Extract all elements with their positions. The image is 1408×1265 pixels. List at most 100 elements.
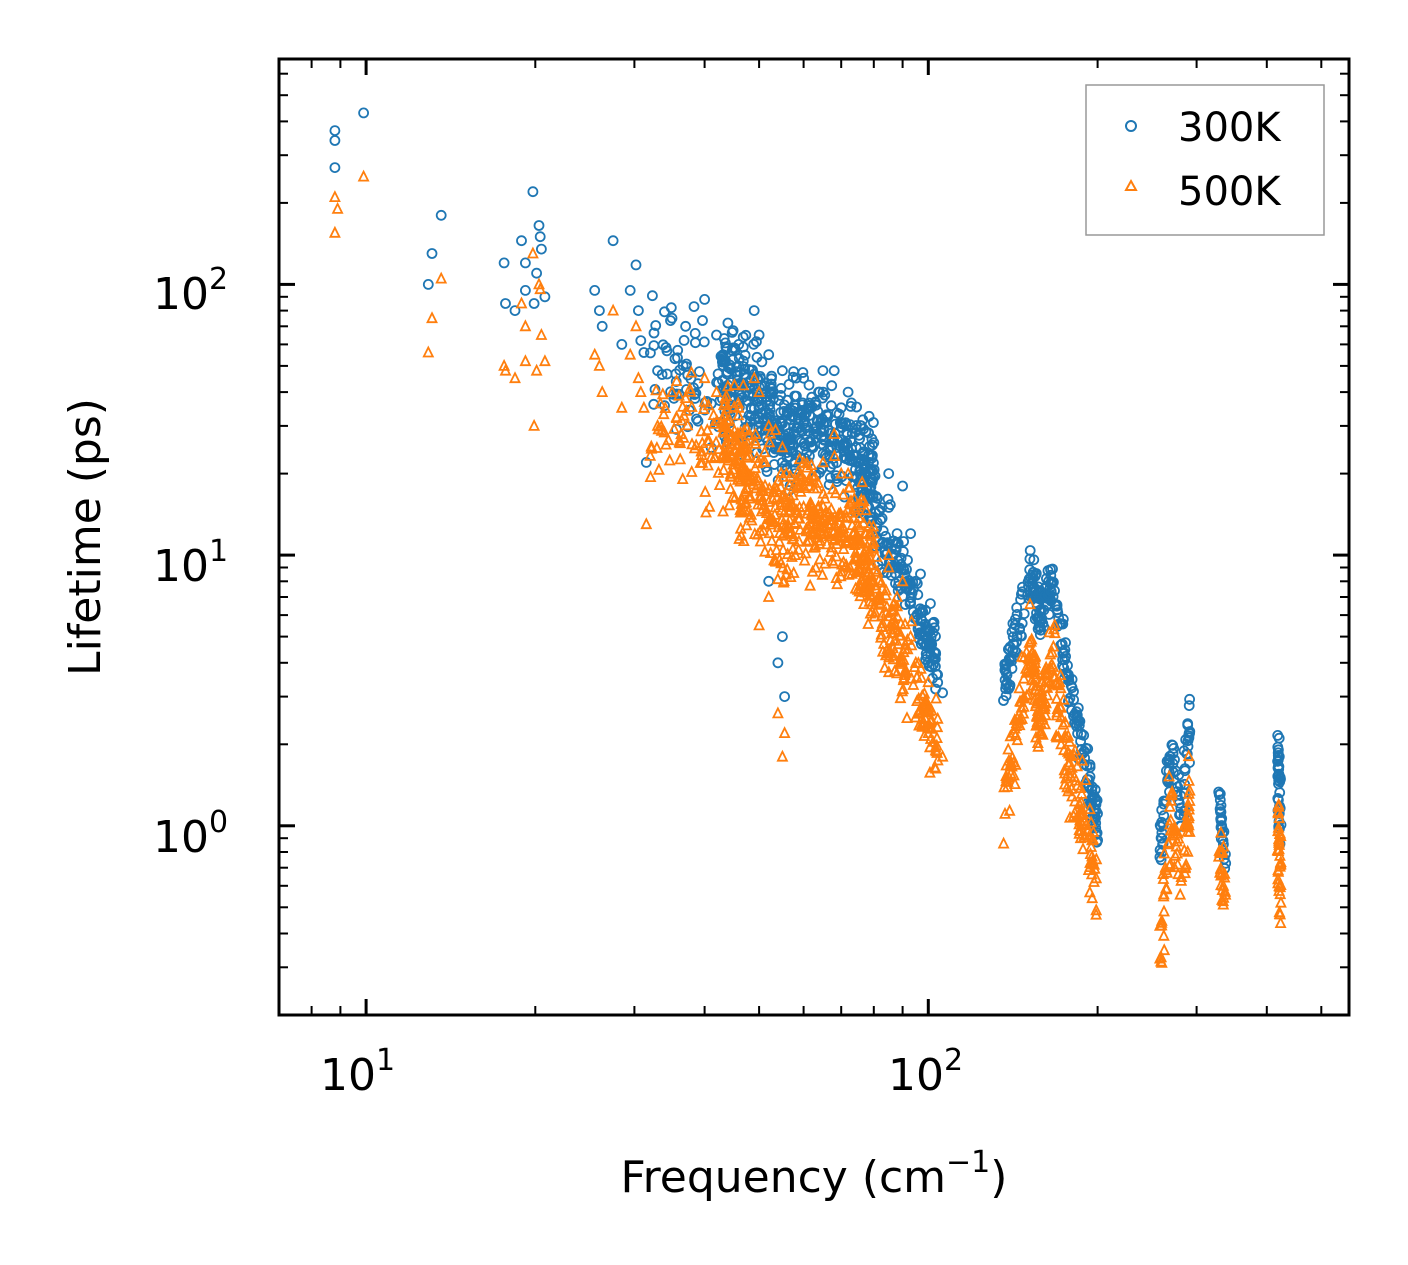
data-point-300k-825 [1011, 609, 1023, 620]
data-point-300k-813 [1018, 608, 1030, 620]
data-point-300k-1137 [1184, 726, 1196, 737]
data-point-500k-900 [1028, 665, 1041, 677]
data-point-300k-291 [737, 355, 749, 367]
data-point-300k-709 [911, 578, 923, 589]
data-point-300k-437 [857, 414, 869, 426]
data-point-500k-1093 [1157, 871, 1170, 884]
data-point-300k-59 [772, 657, 784, 669]
data-point-500k-1010 [1063, 734, 1076, 747]
data-point-300k-720 [865, 511, 877, 523]
data-point-500k-301 [740, 464, 753, 477]
data-point-500k-944 [1036, 675, 1049, 688]
data-point-300k-722 [877, 536, 889, 548]
data-point-500k-36 [721, 379, 734, 392]
data-point-300k-382 [803, 379, 815, 391]
data-point-300k-1031 [1051, 600, 1063, 612]
data-point-500k-694 [893, 628, 906, 641]
data-point-500k-784 [703, 433, 715, 446]
data-point-300k-1041 [1057, 613, 1069, 625]
data-point-500k-419 [837, 487, 850, 500]
data-point-300k-625 [902, 554, 913, 566]
data-point-500k-44 [828, 426, 841, 439]
data-point-500k-427 [800, 460, 813, 473]
data-point-300k-271 [777, 418, 788, 430]
data-point-300k-471 [838, 440, 850, 452]
data-point-300k-41 [777, 365, 788, 377]
data-point-500k-290 [735, 461, 748, 474]
data-point-500k-505 [828, 449, 841, 462]
data-point-300k-1171 [1273, 794, 1284, 806]
data-point-300k-751 [650, 320, 662, 331]
data-point-500k-799 [663, 453, 676, 466]
data-point-300k-1194 [1274, 776, 1286, 788]
data-point-300k-33 [680, 320, 691, 332]
data-point-500k-162 [725, 469, 738, 482]
data-point-300k-513 [830, 470, 842, 482]
data-point-500k-1201 [1273, 848, 1286, 861]
data-point-500k-1090 [1160, 863, 1173, 876]
data-point-300k-764 [665, 315, 676, 327]
data-point-500k-1194 [1272, 820, 1285, 833]
data-point-300k-671 [919, 618, 931, 630]
data-point-500k-268 [775, 466, 788, 479]
data-point-300k-287 [764, 399, 776, 411]
data-point-500k-577 [907, 677, 920, 690]
data-point-500k-717 [915, 717, 928, 729]
data-point-500k-171 [750, 481, 762, 494]
data-point-300k-26 [630, 259, 642, 271]
data-point-300k-294 [776, 457, 788, 469]
data-point-300k-491 [790, 402, 801, 414]
data-point-500k-1014 [1086, 891, 1099, 904]
data-point-500k-82 [732, 396, 745, 409]
data-point-500k-745 [724, 481, 737, 494]
data-point-500k-693 [931, 753, 944, 766]
data-point-300k-249 [727, 342, 739, 354]
data-point-500k-58 [771, 706, 784, 719]
data-point-500k-288 [742, 504, 755, 517]
data-point-500k-651 [912, 691, 925, 704]
data-point-300k-519 [796, 425, 808, 437]
data-point-300k-301 [784, 451, 795, 463]
data-point-500k-439 [847, 511, 860, 524]
data-point-500k-5 [426, 311, 438, 324]
data-point-500k-282 [787, 529, 800, 542]
data-point-300k-23 [607, 235, 619, 247]
data-point-500k-946 [1034, 724, 1047, 737]
data-point-300k-275 [779, 430, 791, 442]
data-point-500k-1053 [1050, 677, 1062, 690]
data-point-500k-898 [1025, 634, 1037, 647]
data-point-300k-805 [692, 415, 704, 427]
data-point-500k-702 [883, 643, 896, 656]
data-point-500k-1018 [1071, 759, 1084, 772]
data-point-300k-758 [712, 368, 724, 380]
data-point-300k-1163 [1216, 822, 1228, 834]
data-point-300k-1052 [1083, 781, 1094, 793]
data-point-300k-479 [810, 426, 822, 437]
x-tick-labels: 101 102 [320, 1043, 963, 1101]
data-point-500k-1080 [1155, 950, 1168, 963]
data-point-300k-474 [797, 397, 808, 409]
data-point-300k-466 [831, 457, 842, 469]
data-point-300k-1198 [1272, 755, 1283, 767]
data-point-500k-263 [727, 457, 740, 470]
data-point-300k-483 [804, 409, 815, 421]
data-point-500k-1066 [1158, 846, 1171, 859]
data-point-500k-1115 [1170, 839, 1183, 852]
data-point-500k-242 [734, 452, 746, 465]
data-point-500k-196 [754, 483, 767, 496]
data-point-300k-11 [520, 257, 531, 269]
data-point-500k-522 [839, 559, 852, 572]
data-point-500k-76 [728, 399, 741, 412]
data-point-500k-590 [862, 616, 875, 629]
data-point-500k-432 [808, 525, 821, 538]
data-point-300k-36 [722, 317, 734, 329]
data-point-300k-500 [837, 417, 848, 429]
data-point-500k-264 [763, 526, 776, 539]
data-point-500k-93 [737, 378, 750, 391]
data-point-500k-804 [645, 441, 658, 454]
data-point-500k-245 [769, 554, 782, 567]
data-point-500k-678 [899, 617, 911, 630]
data-point-500k-210 [741, 450, 753, 463]
data-point-500k-49 [896, 574, 909, 587]
data-point-300k-28 [635, 335, 647, 347]
